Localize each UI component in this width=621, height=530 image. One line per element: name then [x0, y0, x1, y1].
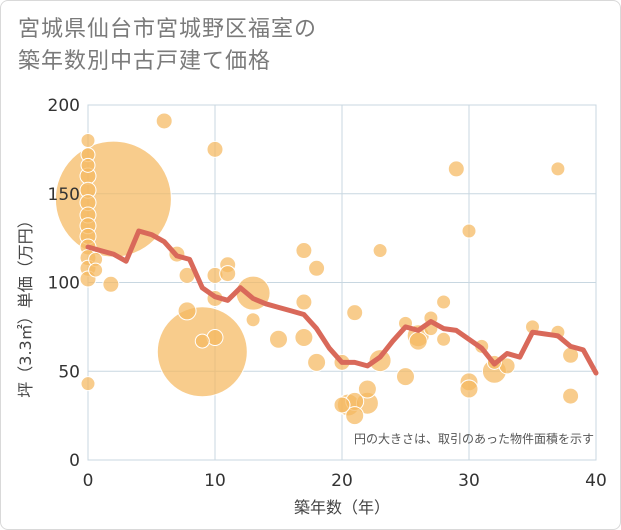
data-bubble: [436, 294, 452, 310]
data-bubble: [88, 262, 104, 278]
x-tick-label: 40: [585, 471, 607, 491]
data-bubble: [102, 275, 120, 293]
average-price-line: [85, 228, 599, 376]
x-tick-labels: 0 10 20 30 40: [83, 471, 607, 491]
data-bubble: [461, 223, 477, 239]
data-bubble: [345, 406, 365, 426]
data-bubble: [80, 376, 96, 392]
data-bubble: [156, 306, 248, 398]
y-tick-label: 0: [69, 451, 80, 471]
x-tick-label: 30: [458, 471, 480, 491]
data-bubble: [550, 161, 566, 177]
grid-lines: [87, 104, 597, 461]
y-tick-label: 100: [48, 274, 80, 294]
data-bubble: [295, 293, 313, 311]
data-bubble: [155, 112, 173, 130]
data-bubble: [194, 333, 210, 349]
data-bubble: [459, 379, 479, 399]
data-bubble: [408, 331, 428, 351]
data-bubble: [294, 328, 314, 348]
x-tick-label: 20: [331, 471, 353, 491]
y-tick-label: 50: [58, 362, 80, 382]
data-bubble: [80, 133, 96, 148]
data-bubble: [346, 304, 364, 322]
chart-title-line-1: 宮城県仙台市宮城野区福室の: [18, 17, 318, 42]
data-bubble: [368, 349, 392, 373]
x-tick-label: 0: [83, 471, 94, 491]
x-axis-title: 築年数（年）: [294, 498, 390, 517]
data-bubble: [307, 352, 327, 372]
data-bubble: [245, 312, 261, 328]
x-tick-label: 10: [204, 471, 226, 491]
data-bubble: [396, 367, 415, 387]
chart-title-line-2: 築年数別中古戸建て価格: [18, 49, 272, 74]
y-tick-label: 200: [48, 96, 80, 116]
y-tick-labels: 0 50 100 150 200: [48, 96, 80, 471]
data-bubble: [447, 160, 465, 178]
bubble-layer: [54, 112, 580, 426]
data-bubble: [219, 265, 237, 283]
data-bubble: [295, 242, 313, 260]
data-bubble: [562, 387, 580, 405]
data-bubble: [333, 396, 351, 414]
data-bubble: [308, 259, 326, 277]
data-bubble: [269, 329, 288, 349]
size-note: 円の大きさは、取引のあった物件面積を示す: [354, 431, 594, 446]
data-bubble: [436, 331, 452, 347]
data-bubble: [357, 379, 377, 399]
chart-title: 宮城県仙台市宮城野区福室の 築年数別中古戸建て価格: [18, 14, 317, 78]
data-bubble: [206, 140, 224, 158]
y-tick-label: 150: [48, 185, 80, 205]
data-bubble: [177, 301, 197, 321]
data-bubble: [372, 243, 388, 259]
data-bubble: [80, 157, 96, 173]
y-axis-title: 坪（3.3㎡）単価（万円）: [16, 212, 35, 397]
